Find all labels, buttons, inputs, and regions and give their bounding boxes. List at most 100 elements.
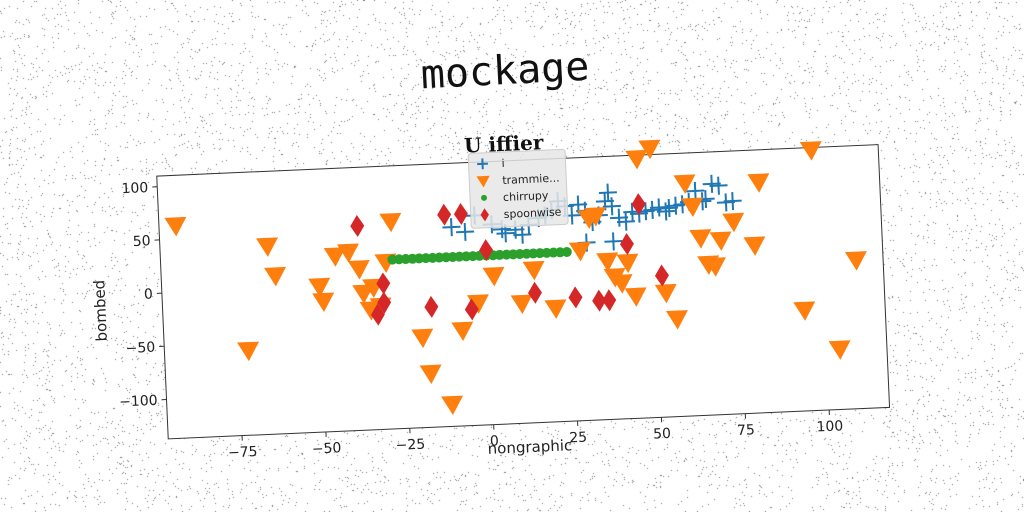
data-point [466, 294, 489, 314]
data-point [347, 260, 370, 280]
data-point [164, 216, 187, 237]
data-point [709, 176, 728, 195]
x-tick-label: 75 [737, 422, 756, 439]
data-point [419, 364, 442, 385]
data-point [464, 298, 479, 321]
data-point [654, 264, 669, 287]
data-point [747, 173, 770, 193]
legend-label: chirrupy [503, 189, 549, 204]
plus-v-stroke [657, 198, 661, 217]
data-point [828, 340, 851, 360]
y-tick-label: 100 [121, 180, 148, 197]
data-point [451, 321, 474, 342]
legend-label: spoonwise [503, 205, 561, 221]
y-tick-label: −100 [119, 393, 158, 411]
data-point [308, 277, 331, 298]
data-point [561, 246, 572, 257]
plus-v-stroke [606, 183, 610, 202]
plus-v-stroke [693, 181, 697, 200]
data-point [411, 328, 434, 349]
legend-box [467, 148, 569, 229]
data-point [350, 214, 365, 237]
data-point [510, 294, 533, 314]
data-point [743, 236, 766, 256]
plus-v-stroke [630, 202, 634, 221]
plus-v-stroke [617, 208, 621, 227]
data-point [376, 272, 391, 295]
data-point [522, 260, 545, 281]
data-point [596, 252, 619, 272]
data-point [479, 239, 494, 262]
figure-title: mockage [420, 44, 591, 99]
legend-marker [477, 158, 488, 170]
data-point [377, 291, 392, 314]
x-tick-label: −25 [395, 437, 425, 454]
legend-label: trammie... [502, 172, 560, 187]
plus-v-stroke [570, 206, 574, 225]
data-point [513, 225, 532, 244]
data-point [610, 274, 633, 294]
data-point [482, 266, 505, 287]
data-point [656, 202, 675, 221]
x-axis-label: nongraphic [487, 436, 572, 458]
data-point [619, 233, 634, 256]
data-point [453, 202, 468, 225]
data-point [681, 197, 704, 217]
x-tick-label: −75 [228, 444, 258, 461]
data-point [844, 251, 867, 271]
plus-v-stroke [667, 199, 671, 218]
data-point [638, 139, 661, 160]
legend-marker [480, 208, 489, 222]
data-point [598, 183, 617, 202]
data-points [164, 139, 867, 416]
x-tick-label: 50 [653, 426, 672, 443]
data-point [237, 341, 260, 362]
y-axis-ticks: −100 −50 0 50 100 [119, 180, 167, 411]
legend-marker [476, 175, 490, 188]
x-tick-label: 25 [569, 430, 588, 447]
x-tick-label: 100 [816, 418, 843, 435]
data-point [624, 287, 647, 307]
data-point [723, 192, 742, 211]
data-point [568, 286, 583, 309]
data-point [592, 289, 607, 312]
plus-v-stroke [624, 212, 628, 231]
y-tick-label: 50 [132, 233, 151, 250]
data-point [793, 301, 816, 321]
plus-v-stroke [450, 218, 453, 237]
plus-v-stroke [717, 176, 720, 195]
data-point [616, 212, 636, 231]
data-point [312, 292, 335, 312]
data-point [673, 174, 696, 194]
data-point [544, 299, 567, 319]
data-point [616, 253, 639, 274]
y-axis-label: bombed [90, 280, 111, 342]
x-axis-ticks: −75 −50 −25 0 25 50 75 100 [228, 409, 844, 461]
data-point [379, 212, 402, 233]
series-2 [387, 246, 572, 265]
data-point [709, 231, 732, 251]
data-point [264, 266, 287, 287]
data-point [799, 141, 822, 161]
data-point [631, 193, 646, 216]
data-point [424, 295, 439, 318]
x-tick-label: 0 [490, 433, 500, 449]
data-point [602, 289, 617, 312]
data-point [441, 395, 464, 416]
axes-group: U iffier −75 −50 −25 0 25 50 75 100 −100−500501… [90, 130, 891, 461]
legend-label: i [501, 157, 505, 170]
data-point [654, 283, 677, 304]
data-point [442, 218, 461, 237]
data-point [437, 203, 452, 226]
data-point [689, 229, 712, 249]
plus-v-stroke [680, 195, 684, 214]
data-point [370, 303, 385, 326]
plus-v-stroke [650, 200, 654, 219]
data-point [584, 207, 607, 227]
plus-v-stroke [644, 202, 648, 221]
data-point [686, 181, 705, 200]
data-point [602, 197, 621, 216]
